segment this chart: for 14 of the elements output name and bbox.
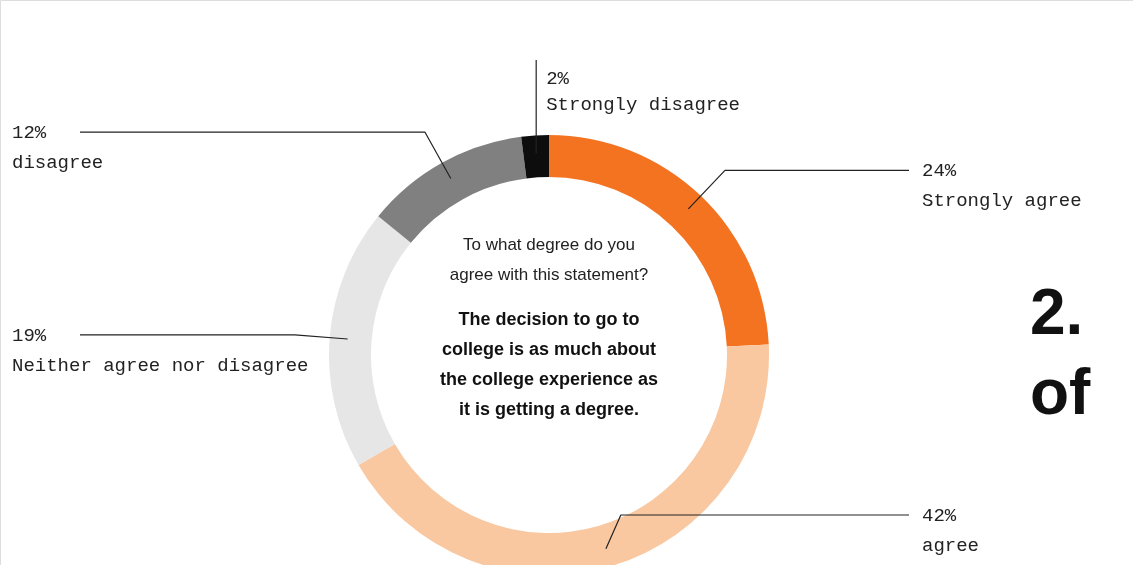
- slice-label: disagree: [12, 152, 104, 175]
- data-label: 19%: [12, 324, 47, 347]
- text: The decision to go to college is as much about the college experience as it is getting a degree.: [439, 309, 659, 419]
- data-label: 2%: [546, 68, 570, 90]
- slice-label: agree: [922, 535, 980, 557]
- text: To what degree do you agree with this statement?: [449, 235, 649, 284]
- data-label: 24%: [922, 160, 957, 183]
- data-label: 42%: [922, 505, 957, 527]
- text: of: [1030, 356, 1092, 428]
- slice-label: Strongly agree: [922, 190, 1082, 213]
- slice-label: Neither agree nor disagree: [12, 354, 309, 377]
- data-label: 12%: [12, 122, 47, 145]
- text: 2.: [1030, 276, 1084, 348]
- slice-label: Strongly disagree: [546, 94, 741, 116]
